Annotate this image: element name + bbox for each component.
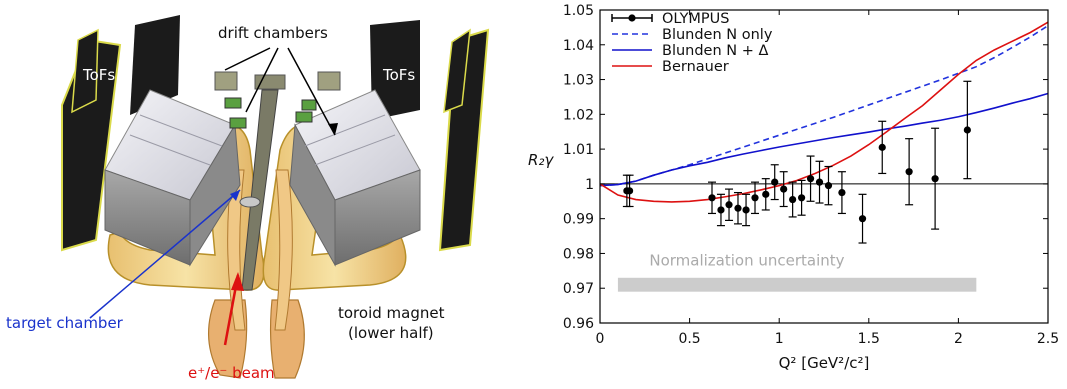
data-point bbox=[725, 188, 734, 222]
data-marker bbox=[905, 168, 913, 176]
y-tick-label: 0.99 bbox=[563, 212, 594, 228]
label-toroid-magnet: toroid magnet bbox=[338, 304, 445, 322]
data-marker bbox=[931, 175, 939, 183]
data-point bbox=[858, 193, 867, 244]
data-marker bbox=[762, 190, 770, 198]
x-tick-label: 1 bbox=[775, 331, 784, 347]
y-tick-label: 0.98 bbox=[563, 246, 594, 262]
detector-diagram: drift chambers ToFs ToFs target chamber … bbox=[6, 15, 490, 382]
normalization-band bbox=[617, 277, 977, 292]
legend-label: Blunden N + Δ bbox=[662, 43, 768, 59]
x-axis-label: Q² [GeV²/c²] bbox=[779, 354, 870, 372]
x-tick-label: 2.5 bbox=[1037, 331, 1059, 347]
data-marker bbox=[963, 126, 971, 134]
y-tick-label: 1.04 bbox=[563, 38, 594, 54]
x-tick-label: 0 bbox=[596, 331, 605, 347]
data-point bbox=[824, 165, 833, 206]
x-tick-label: 2 bbox=[954, 331, 963, 347]
plot-frame bbox=[599, 9, 1049, 324]
y-axis-label: R₂γ bbox=[528, 151, 554, 169]
data-point bbox=[751, 181, 760, 215]
series-line-0 bbox=[599, 24, 1049, 187]
label-drift-chambers: drift chambers bbox=[218, 24, 328, 42]
data-marker bbox=[751, 194, 759, 202]
legend-item: OLYMPUS bbox=[611, 11, 730, 27]
data-point bbox=[931, 127, 940, 230]
data-point bbox=[815, 160, 824, 204]
y-tick-label: 1.03 bbox=[563, 73, 594, 89]
data-point bbox=[806, 155, 815, 202]
data-marker bbox=[789, 195, 797, 204]
label-tofs-right: ToFs bbox=[382, 66, 415, 84]
data-point bbox=[625, 174, 634, 208]
data-marker bbox=[798, 194, 806, 202]
data-marker bbox=[708, 194, 716, 202]
data-point bbox=[779, 171, 788, 208]
x-tick-label: 0.5 bbox=[678, 331, 700, 347]
legend-item: Blunden N + Δ bbox=[612, 43, 768, 59]
data-point bbox=[708, 181, 716, 215]
data-point bbox=[837, 171, 846, 215]
y-tick-label: 1.05 bbox=[563, 3, 594, 19]
y-tick-label: 0.97 bbox=[563, 281, 594, 297]
data-marker bbox=[858, 215, 867, 223]
data-marker bbox=[742, 206, 750, 214]
target-assembly bbox=[214, 71, 341, 291]
legend-item: Blunden N only bbox=[612, 27, 773, 43]
label-beam: e⁺/e⁻ beam bbox=[188, 364, 275, 382]
label-target-chamber: target chamber bbox=[6, 314, 124, 332]
data-marker bbox=[717, 206, 725, 214]
data-point bbox=[905, 138, 914, 206]
drift-chamber-right bbox=[289, 89, 421, 267]
data-point bbox=[742, 193, 751, 227]
data-marker bbox=[838, 188, 846, 197]
data-marker bbox=[771, 178, 779, 186]
y-tick-label: 0.96 bbox=[563, 316, 594, 332]
data-marker bbox=[878, 143, 886, 151]
data-point bbox=[797, 179, 806, 216]
data-marker bbox=[625, 187, 634, 195]
legend-label: Bernauer bbox=[662, 59, 729, 75]
data-point bbox=[733, 191, 742, 225]
data-point bbox=[761, 178, 770, 211]
data-point bbox=[788, 181, 797, 218]
label-tofs-left: ToFs bbox=[82, 66, 115, 84]
legend-swatch-marker bbox=[628, 14, 636, 22]
series-line-2 bbox=[599, 21, 1049, 203]
legend-label: OLYMPUS bbox=[662, 11, 730, 27]
label-toroid-magnet-sub: (lower half) bbox=[348, 324, 434, 342]
data-marker bbox=[734, 204, 742, 212]
tof-panels-right bbox=[370, 20, 490, 252]
data-marker bbox=[815, 178, 824, 186]
data-marker bbox=[780, 185, 788, 193]
series-line-1 bbox=[599, 92, 1049, 187]
legend-item: Bernauer bbox=[612, 59, 729, 75]
data-marker bbox=[725, 201, 733, 209]
data-marker bbox=[806, 175, 815, 183]
x-tick-label: 1.5 bbox=[858, 331, 880, 347]
drift-chamber-left bbox=[104, 89, 241, 267]
data-point bbox=[878, 120, 887, 175]
label-arrows bbox=[89, 47, 338, 346]
y-tick-label: 1.01 bbox=[563, 142, 594, 158]
data-point bbox=[716, 193, 725, 227]
legend-label: Blunden N only bbox=[662, 27, 773, 43]
r2gamma-chart: Normalization uncertainty 0 0.5 1 1.5 2 2.5 0.9… bbox=[528, 3, 1059, 372]
y-tick-label: 1.02 bbox=[563, 107, 594, 123]
y-tick-label: 1 bbox=[585, 177, 594, 193]
data-point bbox=[770, 164, 779, 201]
normalization-band-label: Normalization uncertainty bbox=[649, 252, 844, 270]
data-marker bbox=[824, 182, 833, 190]
tof-panels-left bbox=[61, 15, 180, 252]
data-point bbox=[963, 80, 972, 180]
